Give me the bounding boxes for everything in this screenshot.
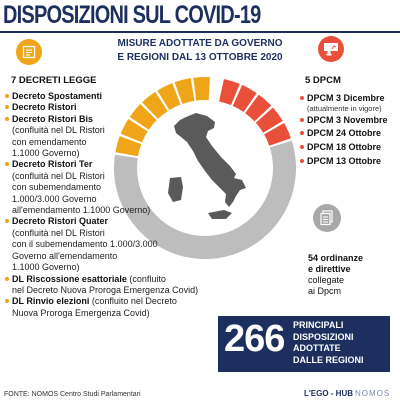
item-desc: (confluità nel DL Ristori xyxy=(12,125,105,136)
ring-segment-rest xyxy=(114,140,296,259)
bullet-dot xyxy=(5,299,9,304)
list-item: Decreto Ristori Bis (confluità nel DL Ri… xyxy=(5,113,206,160)
subtitle-line-2: E REGIONI DAL 13 OTTOBRE 2020 xyxy=(117,52,283,63)
dpcm-label: DPCM 13 Ottobre xyxy=(307,155,382,166)
brand-logo: L'EGO - HUB NOMOS xyxy=(304,389,390,398)
ring-segment-dpcm xyxy=(264,123,291,146)
page-title: DISPOSIZIONI SUL COVID-19 xyxy=(3,1,261,29)
item-desc: (confluità nel DL Ristori xyxy=(12,227,105,238)
document-icon xyxy=(313,204,341,232)
item-desc: Governo all'emendamento xyxy=(12,250,118,261)
item-name: Decreto Spostamenti xyxy=(12,91,103,101)
item-note: (confluito xyxy=(126,273,166,284)
ring-segment-dpcm xyxy=(255,107,283,133)
list-item: Decreto Ristori xyxy=(5,102,206,113)
ordinanze-type: e direttive xyxy=(308,264,351,274)
ordinanze-desc: collegate xyxy=(308,275,345,285)
decreti-legge-list: Decreto Spostamenti Decreto Ristori Decr… xyxy=(5,91,206,319)
item-desc: 1.1000 Governo) xyxy=(12,262,80,273)
item-desc: con subemendamento xyxy=(12,182,102,193)
regional-label: PRINCIPALI DISPOSIZIONI ADOTTATE DALLE R… xyxy=(293,320,393,366)
regional-label-line: DISPOSIZIONI xyxy=(293,331,354,342)
ring-segment-decreto xyxy=(129,103,157,130)
item-desc: 1.1000 Governo) xyxy=(12,148,80,159)
item-desc: all'emendamento 1.1000 Governo) xyxy=(12,205,151,216)
bullet-dot xyxy=(300,131,304,136)
ring-segment-dpcm xyxy=(245,94,272,122)
ring-segment-dpcm xyxy=(219,78,240,106)
item-desc: 1.000/3.000 Governo xyxy=(12,193,97,204)
ordinanze-count: 54 ordinanze xyxy=(308,253,364,263)
list-item: DPCM 18 Ottobre xyxy=(300,141,400,155)
item-note: (confluito nel Decreto xyxy=(89,296,177,307)
list-item: DPCM 3 Dicembre (attualmente in vigore) xyxy=(300,92,400,113)
italy-map-icon xyxy=(168,113,246,219)
subtitle: MISURE ADOTTATE DA GOVERNO E REGIONI DAL… xyxy=(110,37,290,65)
ordinanze-text: 54 ordinanze e direttive collegate ai Dp… xyxy=(308,253,398,297)
subtitle-line-1: MISURE ADOTTATE DA GOVERNO xyxy=(117,38,283,49)
regional-label-line: PRINCIPALI xyxy=(293,320,344,330)
regional-count: 266 xyxy=(224,318,285,360)
list-item: DL Riscossione esattoriale (confluito ne… xyxy=(5,273,206,297)
ordinanze-desc: ai Dpcm xyxy=(308,286,342,296)
dpcm-list: DPCM 3 Dicembre (attualmente in vigore) … xyxy=(300,92,400,169)
bullet-dot xyxy=(300,96,304,100)
bullet-dot xyxy=(5,116,9,121)
list-item: DL Rinvio elezioni (confluito nel Decret… xyxy=(5,296,206,319)
dpcm-label: DPCM 18 Ottobre xyxy=(307,142,382,153)
item-name: DL Rinvio elezioni xyxy=(12,296,90,307)
regional-box xyxy=(218,316,390,372)
decreti-legge-heading: 7 DECRETI LEGGE xyxy=(11,75,97,86)
dpcm-heading: 5 DPCM xyxy=(305,75,341,86)
item-desc: (confluità nel DL Ristori xyxy=(12,170,105,181)
dpcm-label: DPCM 3 Novembre xyxy=(307,114,388,125)
list-item: Decreto Ristori Quater (confluità nel DL… xyxy=(5,216,206,273)
bullet-dot xyxy=(5,105,9,110)
bullet-dot xyxy=(5,94,9,98)
item-name: Decreto Ristori xyxy=(12,102,77,113)
bullet-dot xyxy=(300,145,304,150)
ring-segment-decreto xyxy=(120,118,148,143)
dpcm-label: DPCM 3 Dicembre xyxy=(307,93,385,103)
item-desc: con emendamento xyxy=(12,136,87,147)
bullet-dot xyxy=(300,117,304,122)
bullet-dot xyxy=(5,219,9,224)
item-name: Decreto Ristori Ter xyxy=(12,159,93,170)
source-note: FONTE: NOMOS Centro Studi Parlamentari xyxy=(4,391,141,398)
regional-label-line: DALLE REGIONI xyxy=(293,354,364,365)
ring-segment-decreto xyxy=(193,76,210,101)
presenter-icon xyxy=(318,36,344,62)
list-item: Decreto Spostamenti xyxy=(5,91,206,102)
ring-segment-decreto xyxy=(115,136,142,157)
ring-segments xyxy=(114,76,296,259)
dpcm-label: DPCM 24 Ottobre xyxy=(307,128,382,139)
brand-name-secondary: NOMOS xyxy=(355,389,391,398)
checklist-icon xyxy=(16,39,42,65)
bullet-dot xyxy=(5,276,9,281)
item-desc: Nuova Proroga Emergenza Covid) xyxy=(12,307,150,318)
item-desc: con il subemendamento 1.000/3.000 xyxy=(12,239,158,250)
list-item: DPCM 13 Ottobre xyxy=(300,155,400,169)
item-desc: nel Decreto Nuova Proroga Emergenza Covi… xyxy=(12,284,199,295)
list-item: Decreto Ristori Ter (confluità nel DL Ri… xyxy=(5,159,206,216)
item-name: DL Riscossione esattoriale xyxy=(12,273,127,284)
title-divider xyxy=(0,31,400,33)
regional-label-line: ADOTTATE xyxy=(293,343,341,353)
ring-segment-decreto xyxy=(157,83,181,111)
bullet-dot xyxy=(300,158,304,163)
ring-segment-decreto xyxy=(142,91,168,119)
list-item: DPCM 24 Ottobre xyxy=(300,127,400,141)
dpcm-note: (attualmente in vigore) xyxy=(307,103,382,113)
bullet-dot xyxy=(5,162,9,167)
brand-name: L'EGO - HUB xyxy=(304,389,354,398)
item-name: Decreto Ristori Bis xyxy=(12,113,94,124)
item-name: Decreto Ristori Quater xyxy=(12,216,109,227)
list-item: DPCM 3 Novembre xyxy=(300,114,400,128)
ring-segment-decreto xyxy=(174,78,195,104)
ring-segment-dpcm xyxy=(232,84,257,113)
